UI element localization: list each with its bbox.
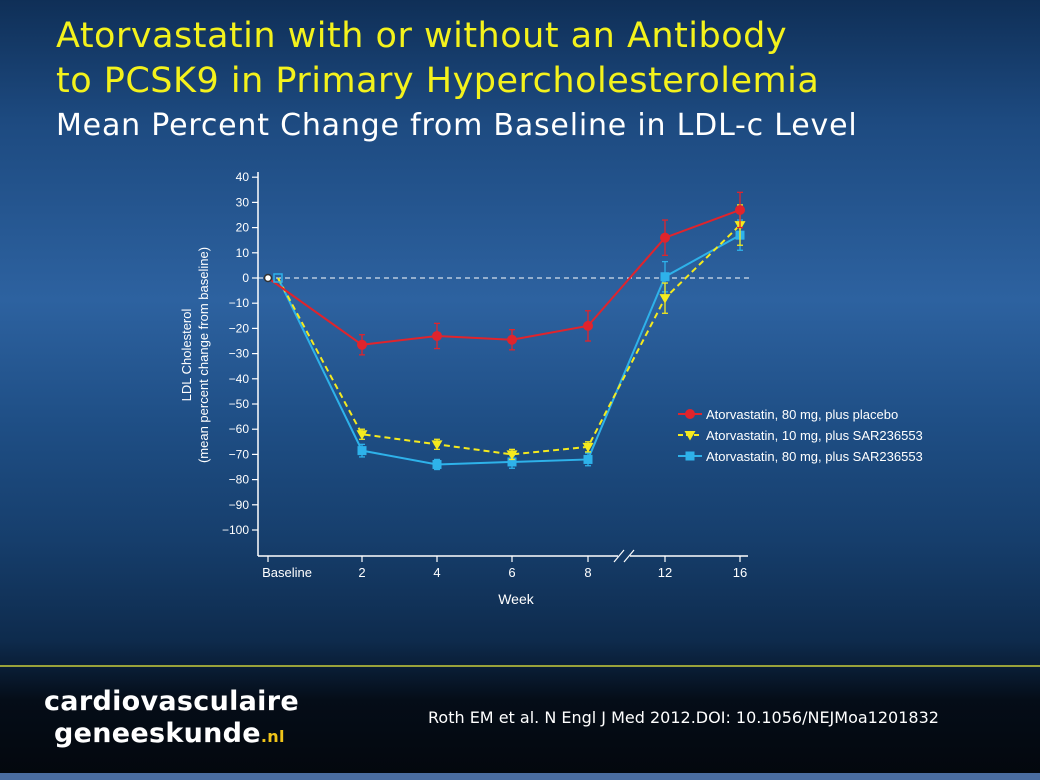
- y-tick-label: −20: [229, 321, 250, 335]
- y-tick-label: 20: [236, 221, 250, 235]
- title-block: Atorvastatin with or without an Antibody…: [56, 14, 1016, 148]
- axis-break-mark: [623, 549, 635, 563]
- bottom-strip: [0, 773, 1040, 780]
- data-point: [583, 454, 593, 464]
- logo-line1: cardiovasculaire: [44, 686, 299, 717]
- data-point: [583, 320, 593, 331]
- y-tick-label: −50: [229, 397, 250, 411]
- data-point: [582, 442, 594, 453]
- y-tick-label: −90: [229, 498, 250, 512]
- legend-item-2: Atorvastatin, 80 mg, plus SAR236553: [678, 449, 923, 464]
- data-point: [507, 457, 517, 467]
- baseline-point: [263, 273, 273, 283]
- data-point: [431, 440, 443, 450]
- x-tick-label: 6: [508, 565, 515, 580]
- legend-label: Atorvastatin, 80 mg, plus placebo: [706, 407, 898, 422]
- y-tick-label: 30: [236, 195, 250, 209]
- y-tick-label: 40: [236, 170, 250, 184]
- x-axis-label: Week: [498, 591, 535, 607]
- data-point: [507, 334, 517, 345]
- x-tick-label: 4: [433, 565, 440, 580]
- y-axis-label-line2: (mean percent change from baseline): [196, 247, 211, 463]
- legend-item-0: Atorvastatin, 80 mg, plus placebo: [678, 407, 898, 422]
- y-tick-label: −80: [229, 473, 250, 487]
- slide-subtitle: Mean Percent Change from Baseline in LDL…: [56, 108, 858, 143]
- logo-line2-text: geneeskunde: [54, 718, 261, 749]
- data-point: [432, 459, 442, 469]
- x-tick-label: 2: [358, 565, 365, 580]
- baseline-point: [273, 273, 283, 283]
- series-0: [267, 191, 745, 356]
- x-tick-label: 12: [658, 565, 672, 580]
- data-point: [356, 430, 368, 440]
- y-tick-label: 0: [242, 271, 249, 285]
- data-point: [357, 339, 367, 350]
- data-point: [685, 409, 695, 419]
- data-point: [432, 330, 442, 341]
- data-point: [659, 294, 671, 304]
- series-1: [277, 204, 746, 461]
- series-2: [277, 219, 745, 471]
- data-point: [685, 451, 695, 461]
- y-tick-label: −60: [229, 422, 250, 436]
- legend-label: Atorvastatin, 80 mg, plus SAR236553: [706, 449, 923, 464]
- y-axis-label-line1: LDL Cholesterol: [179, 309, 194, 402]
- logo-line2: geneeskunde.nl: [44, 718, 299, 753]
- y-tick-label: −30: [229, 347, 250, 361]
- legend-label: Atorvastatin, 10 mg, plus SAR236553: [706, 428, 923, 443]
- footer-divider: [0, 665, 1040, 667]
- citation-text: Roth EM et al. N Engl J Med 2012.DOI: 10…: [428, 708, 939, 727]
- data-point: [660, 232, 670, 243]
- data-point: [735, 204, 745, 215]
- x-tick-label: 16: [733, 565, 747, 580]
- data-point: [660, 272, 670, 282]
- axis-break-mark: [613, 549, 625, 563]
- data-point: [506, 450, 518, 460]
- x-tick-label: 8: [584, 565, 591, 580]
- y-tick-label: −100: [222, 523, 249, 537]
- data-point: [684, 431, 696, 441]
- y-tick-label: −10: [229, 296, 250, 310]
- x-tick-label: Baseline: [262, 565, 312, 580]
- y-tick-label: 10: [236, 246, 250, 260]
- y-tick-label: −70: [229, 447, 250, 461]
- slide-title-line2: to PCSK9 in Primary Hypercholesterolemia: [56, 61, 820, 101]
- site-logo: cardiovasculaire geneeskunde.nl: [44, 686, 299, 753]
- y-tick-label: −40: [229, 372, 250, 386]
- data-point: [357, 446, 367, 456]
- legend-item-1: Atorvastatin, 10 mg, plus SAR236553: [678, 428, 923, 443]
- logo-suffix: .nl: [260, 727, 285, 746]
- slide-title-line1: Atorvastatin with or without an Antibody: [56, 16, 788, 56]
